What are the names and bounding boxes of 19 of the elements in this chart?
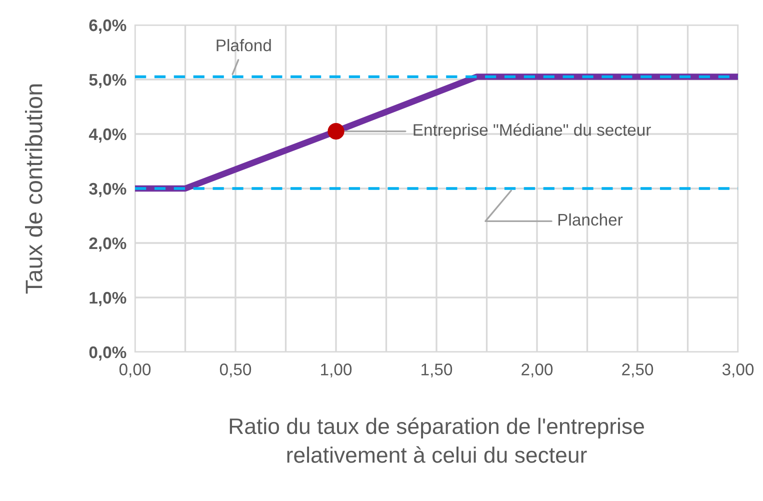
y-tick-label: 1,0% xyxy=(90,292,126,306)
x-axis-title: Ratio du taux de séparation de l'entreprise relativement à celui du secteur xyxy=(230,418,644,463)
ref-line-label: Plafond xyxy=(216,39,271,52)
y-tick-label: 6,0% xyxy=(89,19,126,34)
y-tick-label: 4,0% xyxy=(88,128,126,143)
ref-line-label: Plancher xyxy=(558,213,623,226)
x-tick-label: 2,00 xyxy=(522,364,553,378)
annotation: Entreprise "Médiane" du secteur xyxy=(414,123,651,140)
x-tick-label: 3,00 xyxy=(722,364,754,378)
y-tick-label: 2,0% xyxy=(89,237,126,252)
y-axis-title: Taux de contribution xyxy=(25,84,42,294)
x-tick-label: 0,50 xyxy=(220,364,252,378)
x-tick-label: 1,00 xyxy=(321,364,352,378)
y-tick-label: 5,0% xyxy=(89,74,126,88)
x-tick-label: 2,50 xyxy=(622,364,654,378)
x-tick-label: 0,00 xyxy=(119,364,151,378)
y-tick-label: 0,0% xyxy=(89,346,126,361)
x-tick-label: 1,50 xyxy=(422,364,452,378)
y-tick-label: 3,0% xyxy=(89,182,126,198)
